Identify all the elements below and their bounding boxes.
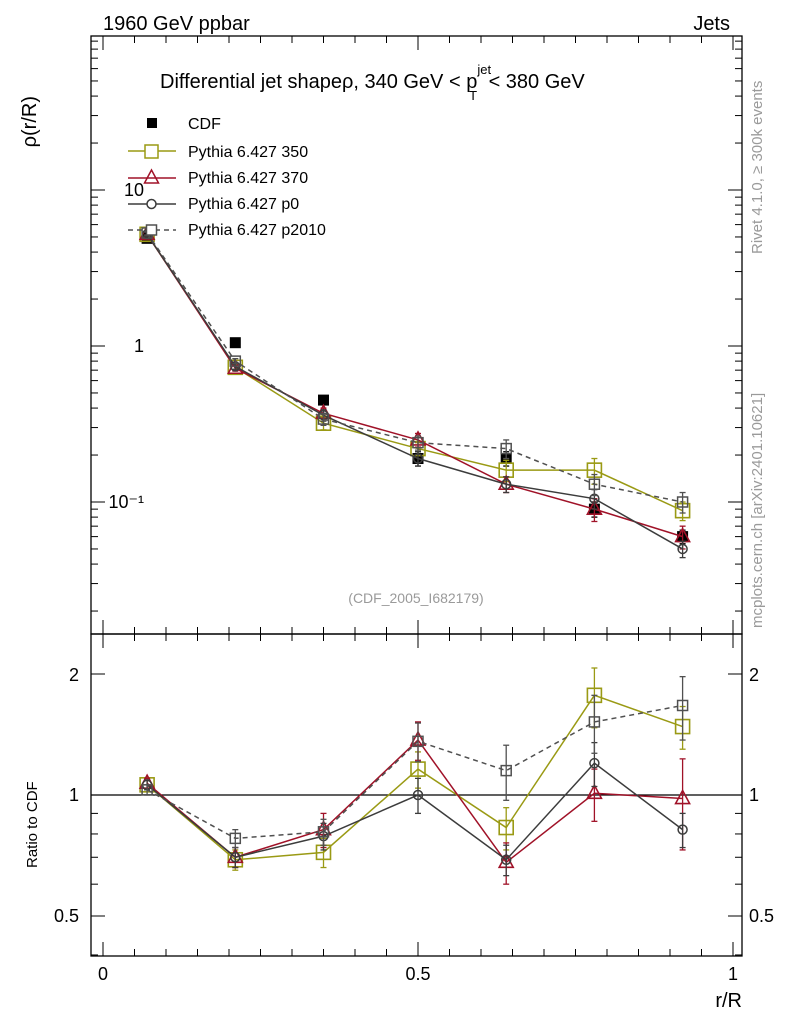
ratio-series [138,667,691,885]
series-line-py350 [146,233,683,512]
ratio-ytick-label-right-1: 1 [749,785,759,805]
series-line-py350 [146,694,683,861]
legend-item-py370: Pythia 6.427 370 [128,168,308,187]
data-point-py370 [674,788,691,805]
data-point-py_p0 [230,852,241,863]
data-point-py_p0 [500,854,512,866]
data-point-py_p0 [589,757,600,769]
ytick-label-1: 1 [134,336,144,356]
data-point-py_p0 [500,478,512,490]
xtick-label-1: 1 [728,964,738,984]
main-panel: 10 1 10⁻¹ ρ(r/R) Differential jet shapeρ… [19,35,743,635]
legend-item-py-p0: Pythia 6.427 p0 [128,196,299,213]
data-point-py_p0 [412,789,424,801]
xtick-label-0: 0 [98,964,108,984]
main-title: Differential jet shapeρ, 340 GeV < pjet T… [160,62,585,103]
data-point-py_p2010 [588,478,601,490]
legend-label-py370: Pythia 6.427 370 [188,170,308,187]
xlabel: r/R [715,990,742,1012]
data-point-py350 [498,819,515,836]
ratio-ytick-label-right-2: 2 [749,665,759,685]
header-right: Jets [693,13,730,35]
data-point-py_p2010 [229,355,242,367]
legend: CDF Pythia 6.427 350 Pythia 6.427 370 Py… [128,116,326,239]
data-point-py_p2010 [229,832,242,845]
title-sup: jet [476,62,491,77]
ratio-panel: 0.5 1 2 0.5 1 2 Ratio to CDF 0 0.5 1 r/R [24,633,774,1012]
data-point-py_p2010 [141,784,153,796]
data-point-py_p2010 [676,496,689,508]
legend-label-py350: Pythia 6.427 350 [188,144,308,161]
analysis-watermark: (CDF_2005_I682179) [348,590,483,606]
data-point-py_p2010 [412,436,424,449]
data-point-py_p2010 [676,699,689,712]
data-point-py370 [586,499,603,515]
legend-marker-py350 [144,144,159,159]
legend-marker-py-p0 [146,198,157,210]
data-point-cdf [229,337,241,349]
legend-item-py350: Pythia 6.427 350 [128,144,308,161]
series-line-py370 [146,738,683,864]
title-tail: < 380 GeV [483,71,585,93]
data-point-py_p2010 [317,413,330,425]
xtick-label-0.5: 0.5 [405,964,430,984]
data-point-py_p2010 [588,716,601,728]
title-sub: T [469,88,477,103]
legend-item-py-p2010: Pythia 6.427 p2010 [128,222,326,239]
series-line-py_p2010 [146,232,683,503]
ytick-label-10: 10 [124,180,144,200]
ratio-ylabel: Ratio to CDF [24,781,41,868]
mcplots-label: mcplots.cern.ch [arXiv:2401.10621] [749,393,766,628]
legend-label-cdf: CDF [188,116,221,133]
legend-marker-cdf [147,118,157,128]
ytick-label-0.1: 10⁻¹ [108,492,144,512]
series-line-py_p0 [146,233,683,550]
rivet-label: Rivet 4.1.0, ≥ 300k events [749,81,766,254]
legend-label-py-p2010: Pythia 6.427 p2010 [188,222,326,239]
ratio-ytick-label-2: 2 [69,665,79,685]
data-point-py_p2010 [500,764,512,777]
main-ylabel: ρ(r/R) [19,96,41,147]
title-main: Differential jet shapeρ, 340 GeV < p [160,71,477,93]
data-point-py_p2010 [412,735,424,748]
ratio-ytick-label-right-0.5: 0.5 [749,906,774,926]
series-line-py_p2010 [146,704,683,840]
data-point-py_p2010 [317,826,330,838]
data-point-py_p0 [677,543,688,555]
data-point-py370 [586,783,603,800]
main-series [138,224,691,559]
data-point-cdf [318,394,329,406]
ratio-ytick-label-0.5: 0.5 [54,906,79,926]
ratio-ytick-label-1: 1 [69,785,79,805]
legend-marker-py-p2010 [145,224,158,236]
main-ticks [91,36,742,634]
data-point-py_p0 [412,453,424,464]
series-line-py_p0 [146,762,684,861]
data-point-py_p2010 [500,442,512,455]
data-point-py_p0 [677,824,688,835]
legend-label-py-p0: Pythia 6.427 p0 [188,196,299,213]
legend-item-cdf: CDF [147,116,221,133]
legend-marker-py370 [143,168,160,184]
header-left: 1960 GeV ppbar [103,13,250,35]
series-line-py370 [146,233,683,538]
